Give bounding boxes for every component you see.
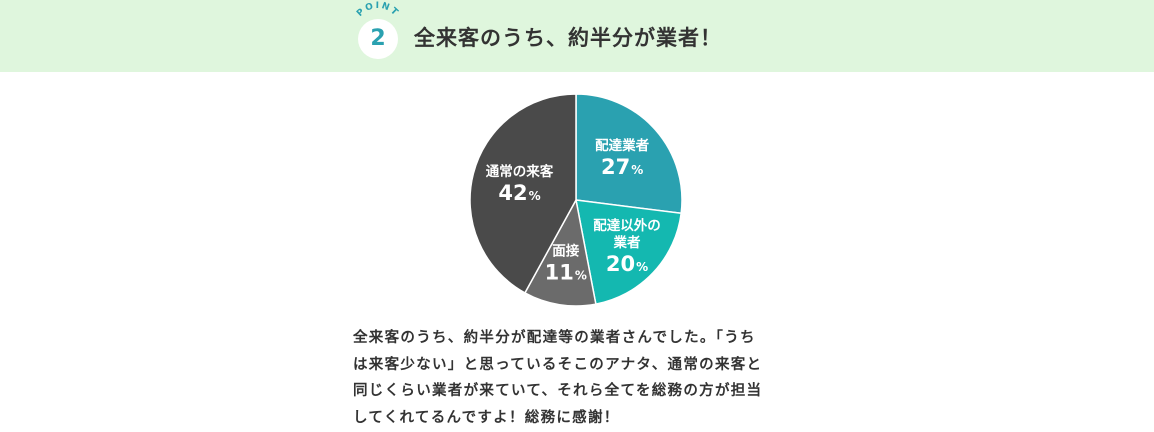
slice-label: 通常の来客 xyxy=(486,163,554,180)
page-title: 全来客のうち、約半分が業者！ xyxy=(414,26,722,50)
description-line: 全来客のうち、約半分が配達等の業者さんでした。「うち xyxy=(353,330,756,346)
description-line: は来客少ない」と思っているそこのアナタ、通常の来客と xyxy=(353,356,763,373)
description-text: 全来客のうち、約半分が配達等の業者さんでした。「うち は来客少ない」と思っているそ… xyxy=(353,325,803,431)
pie-slice xyxy=(523,197,597,307)
slice-value-label: 11% xyxy=(545,260,587,284)
slice-value: 42 xyxy=(498,181,527,205)
slice-label: 業者 xyxy=(612,234,641,251)
point-number: 2 xyxy=(370,26,386,51)
header-banner xyxy=(0,0,1154,72)
slice-value-label: 42% xyxy=(498,181,540,205)
slice-unit: % xyxy=(636,260,648,274)
slice-label: 面接 xyxy=(552,242,580,259)
pie-slice xyxy=(469,93,577,294)
description-line: 同じくらい業者が来ていて、それら全てを総務の方が担当 xyxy=(353,383,763,399)
slice-value-label: 20% xyxy=(606,252,648,276)
slice-unit: % xyxy=(575,268,587,282)
point-badge: 2 xyxy=(358,19,398,59)
slice-unit: % xyxy=(631,163,643,177)
slice-value-label: 27% xyxy=(601,155,643,179)
slice-value: 27 xyxy=(601,155,630,179)
slice-label: 配達業者 xyxy=(595,137,649,154)
slice-unit: % xyxy=(529,189,541,203)
pie-slices xyxy=(469,93,683,307)
description-line: してくれてるんですよ！総務に感謝！ xyxy=(353,409,620,426)
slice-value: 20 xyxy=(606,252,635,276)
slice-label: 配達以外の xyxy=(593,217,661,234)
slice-value: 11 xyxy=(545,260,574,284)
pie-slice xyxy=(575,199,683,305)
point-label-arc: POINT xyxy=(355,1,399,19)
pie-slice xyxy=(575,93,683,215)
